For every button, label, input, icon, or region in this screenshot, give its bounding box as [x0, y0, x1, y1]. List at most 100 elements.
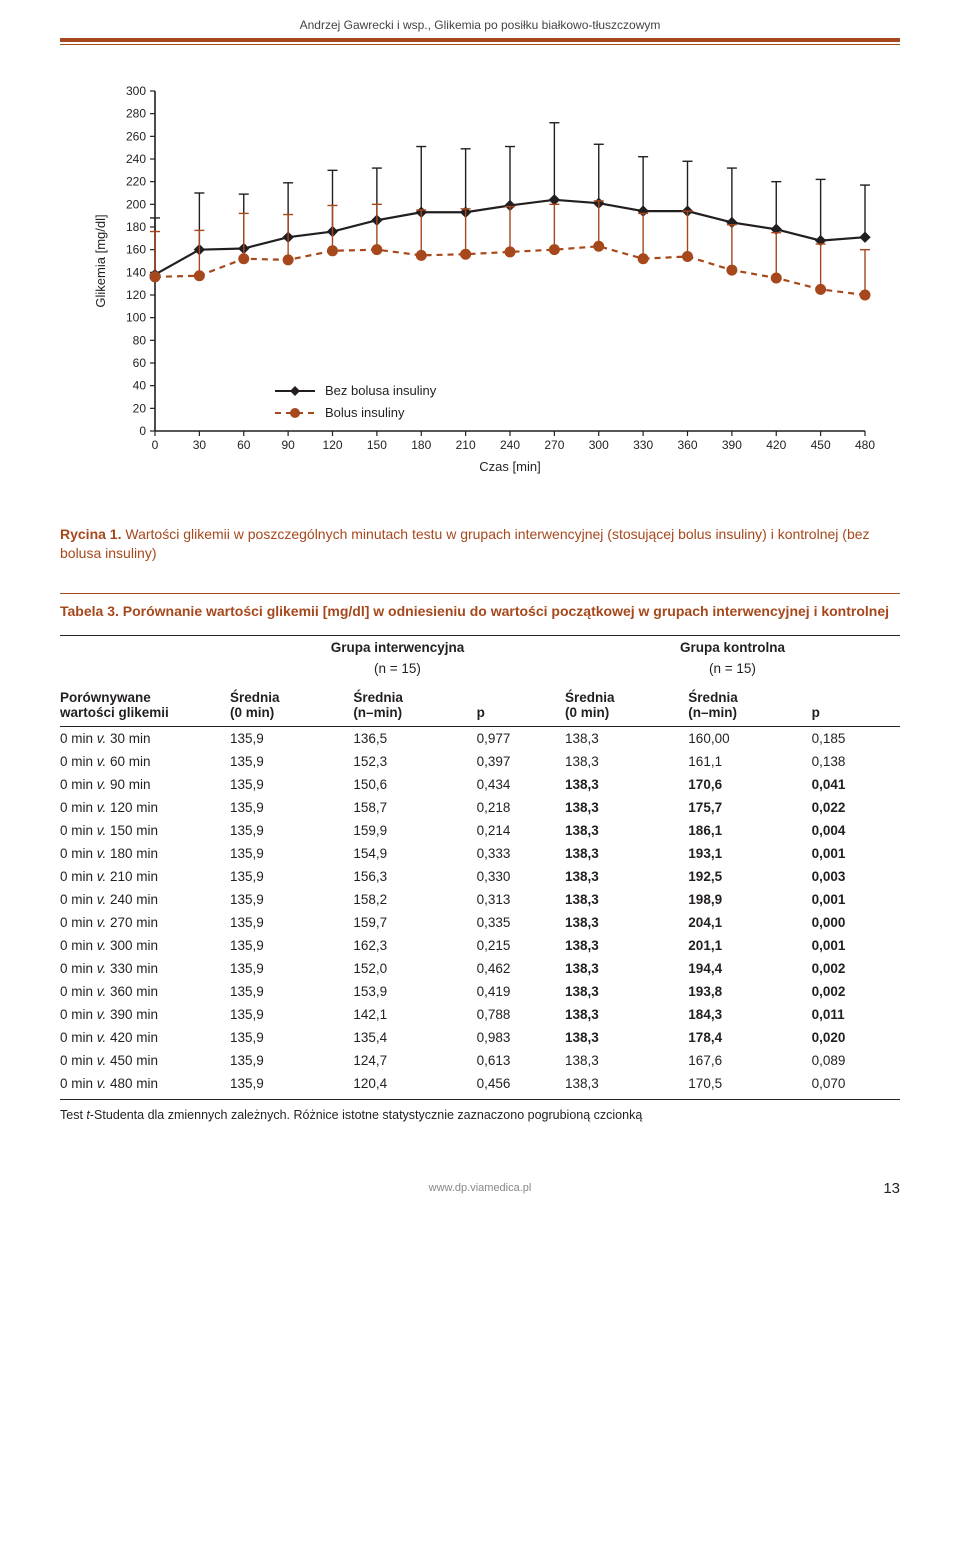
cell: 0,001 [812, 934, 900, 957]
cell: 198,9 [688, 888, 811, 911]
table-caption: Tabela 3. Porównanie wartości glikemii [… [60, 593, 900, 621]
cell: 0,002 [812, 980, 900, 1003]
table-row: 0 min v. 360 min135,9153,90,419138,3193,… [60, 980, 900, 1003]
cell: 0,070 [812, 1072, 900, 1095]
cell: 135,9 [230, 911, 353, 934]
footer-url: www.dp.viamedica.pl [429, 1182, 532, 1194]
cell: 138,3 [565, 888, 688, 911]
group-control-l1: Grupa kontrolna [571, 640, 894, 655]
svg-text:0: 0 [139, 424, 146, 438]
figure-caption: Rycina 1. Wartości glikemii w poszczegól… [60, 525, 900, 563]
cell: 0,000 [812, 911, 900, 934]
cell: 0,419 [477, 980, 565, 1003]
svg-text:20: 20 [133, 401, 147, 415]
cell: 0,456 [477, 1072, 565, 1095]
svg-text:90: 90 [281, 438, 295, 452]
cell: 0,041 [812, 773, 900, 796]
cell: 158,7 [353, 796, 476, 819]
cell: 0,330 [477, 865, 565, 888]
cell: 0,003 [812, 865, 900, 888]
cell: 135,9 [230, 1003, 353, 1026]
cell: 201,1 [688, 934, 811, 957]
row-label: 0 min v. 30 min [60, 726, 230, 750]
cell: 136,5 [353, 726, 476, 750]
svg-text:360: 360 [677, 438, 697, 452]
group-interv-l1: Grupa interwencyjna [236, 640, 559, 655]
table-row: 0 min v. 450 min135,9124,70,613138,3167,… [60, 1049, 900, 1072]
head-rule-thick [60, 38, 900, 42]
cell: 138,3 [565, 865, 688, 888]
cell: 192,5 [688, 865, 811, 888]
cell: 184,3 [688, 1003, 811, 1026]
cell: 0,215 [477, 934, 565, 957]
cell: 138,3 [565, 1049, 688, 1072]
svg-text:300: 300 [589, 438, 609, 452]
cell: 0,977 [477, 726, 565, 750]
cell: 138,3 [565, 726, 688, 750]
table-row: 0 min v. 330 min135,9152,00,462138,3194,… [60, 957, 900, 980]
table-row: 0 min v. 150 min135,9159,90,214138,3186,… [60, 819, 900, 842]
svg-text:30: 30 [193, 438, 207, 452]
cell: 178,4 [688, 1026, 811, 1049]
table-note: Test t-Studenta dla zmiennych zależnych.… [60, 1099, 900, 1122]
cell: 138,3 [565, 1026, 688, 1049]
col-header: Średnia(0 min) [230, 684, 353, 727]
cell: 170,6 [688, 773, 811, 796]
cell: 0,333 [477, 842, 565, 865]
figure-text: Wartości glikemii w poszczególnych minut… [60, 526, 870, 561]
cell: 0,020 [812, 1026, 900, 1049]
cell: 193,1 [688, 842, 811, 865]
cell: 138,3 [565, 934, 688, 957]
cell: 138,3 [565, 911, 688, 934]
svg-text:420: 420 [766, 438, 786, 452]
note-pre: Test [60, 1108, 86, 1122]
svg-text:260: 260 [126, 129, 146, 143]
cell: 0,138 [812, 750, 900, 773]
row-label: 0 min v. 360 min [60, 980, 230, 1003]
cell: 135,9 [230, 980, 353, 1003]
svg-text:100: 100 [126, 311, 146, 325]
cell: 0,002 [812, 957, 900, 980]
cell: 138,3 [565, 842, 688, 865]
cell: 135,9 [230, 1049, 353, 1072]
cell: 135,9 [230, 1026, 353, 1049]
svg-text:160: 160 [126, 243, 146, 257]
svg-text:240: 240 [500, 438, 520, 452]
row-label: 0 min v. 450 min [60, 1049, 230, 1072]
cell: 135,9 [230, 842, 353, 865]
cell: 138,3 [565, 750, 688, 773]
cell: 138,3 [565, 957, 688, 980]
cell: 135,9 [230, 865, 353, 888]
note-post: -Studenta dla zmiennych zależnych. Różni… [90, 1108, 642, 1122]
cell: 204,1 [688, 911, 811, 934]
cell: 138,3 [565, 1072, 688, 1095]
svg-text:480: 480 [855, 438, 875, 452]
row-label: 0 min v. 420 min [60, 1026, 230, 1049]
cell: 135,9 [230, 750, 353, 773]
cell: 159,7 [353, 911, 476, 934]
cell: 0,185 [812, 726, 900, 750]
cell: 0,434 [477, 773, 565, 796]
cell: 152,3 [353, 750, 476, 773]
cell: 120,4 [353, 1072, 476, 1095]
row-label: 0 min v. 240 min [60, 888, 230, 911]
table-row: 0 min v. 60 min135,9152,30,397138,3161,1… [60, 750, 900, 773]
table-row: 0 min v. 300 min135,9162,30,215138,3201,… [60, 934, 900, 957]
cell: 193,8 [688, 980, 811, 1003]
footer: www.dp.viamedica.pl 13 [60, 1182, 900, 1194]
cell: 138,3 [565, 773, 688, 796]
svg-text:Bolus insuliny: Bolus insuliny [325, 405, 405, 420]
cell: 138,3 [565, 819, 688, 842]
cell: 0,011 [812, 1003, 900, 1026]
svg-text:210: 210 [456, 438, 476, 452]
cell: 138,3 [565, 1003, 688, 1026]
table-row: 0 min v. 120 min135,9158,70,218138,3175,… [60, 796, 900, 819]
cell: 159,9 [353, 819, 476, 842]
col-header: p [812, 684, 900, 727]
svg-text:0: 0 [152, 438, 159, 452]
svg-text:Glikemia [mg/dl]: Glikemia [mg/dl] [93, 214, 108, 307]
cell: 152,0 [353, 957, 476, 980]
cell: 135,9 [230, 1072, 353, 1095]
table-row: 0 min v. 270 min135,9159,70,335138,3204,… [60, 911, 900, 934]
chart-svg: 0204060801001201401601802002202402602803… [75, 75, 885, 505]
